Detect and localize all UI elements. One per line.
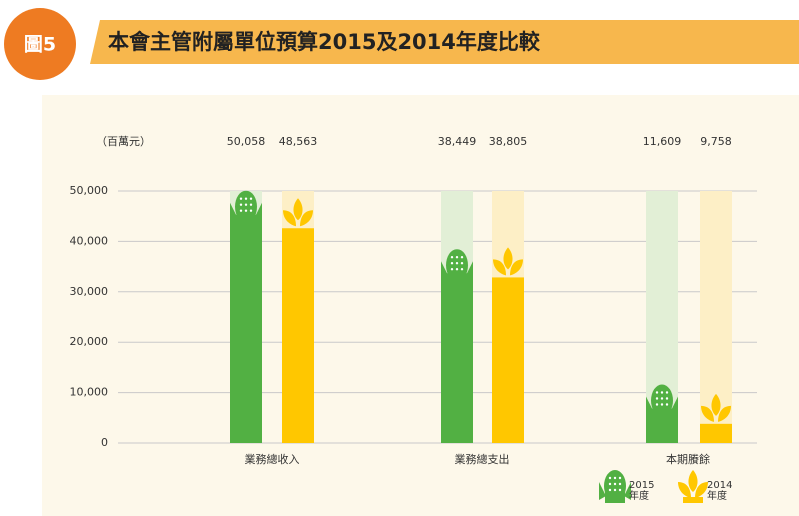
kernel bbox=[450, 256, 454, 259]
bar bbox=[700, 393, 732, 443]
leaf bbox=[701, 405, 714, 422]
legend-icon-body bbox=[605, 492, 625, 503]
y-tick-label: 30,000 bbox=[70, 285, 109, 298]
y-tick-label: 0 bbox=[101, 436, 108, 449]
kernel bbox=[660, 397, 664, 400]
bar bbox=[230, 190, 262, 443]
value-label: 50,058 bbox=[227, 135, 266, 148]
leaf bbox=[718, 405, 731, 422]
leaf bbox=[283, 210, 296, 227]
y-tick-label: 10,000 bbox=[70, 386, 109, 399]
x-tick-label: 業務總收入 bbox=[245, 452, 300, 466]
kernel bbox=[618, 482, 622, 486]
kernel bbox=[665, 403, 669, 406]
bar bbox=[441, 249, 473, 443]
unit-label: （百萬元） bbox=[96, 135, 151, 148]
kernel bbox=[455, 268, 459, 271]
badge-circle bbox=[4, 8, 76, 80]
kernel bbox=[655, 397, 659, 400]
leaf bbox=[503, 247, 513, 270]
kernel bbox=[249, 203, 253, 206]
kernel bbox=[244, 209, 248, 212]
legend-icon bbox=[678, 470, 708, 503]
kernel bbox=[450, 262, 454, 265]
bar-body bbox=[282, 228, 314, 443]
kernel bbox=[249, 209, 253, 212]
kernel bbox=[655, 403, 659, 406]
kernel bbox=[239, 203, 243, 206]
bar-body bbox=[441, 273, 473, 443]
kernel bbox=[665, 397, 669, 400]
leaf bbox=[510, 259, 523, 276]
kernel bbox=[608, 488, 612, 492]
leaf bbox=[678, 482, 691, 498]
leaf bbox=[493, 259, 506, 276]
kernel bbox=[618, 476, 622, 480]
badge: 圖5 bbox=[24, 34, 56, 56]
leaf bbox=[711, 393, 721, 416]
bar bbox=[492, 247, 524, 443]
kernel bbox=[249, 197, 253, 200]
bar-body bbox=[646, 408, 678, 443]
legend-icon bbox=[599, 470, 631, 503]
value-label: 11,609 bbox=[643, 135, 682, 148]
bar bbox=[282, 198, 314, 443]
kernel bbox=[239, 209, 243, 212]
leaf bbox=[293, 198, 303, 221]
x-tick-label: 業務總支出 bbox=[455, 452, 510, 466]
kernel bbox=[613, 488, 617, 492]
kernel bbox=[455, 256, 459, 259]
kernel bbox=[608, 476, 612, 480]
y-tick-label: 50,000 bbox=[70, 184, 109, 197]
kernel bbox=[613, 476, 617, 480]
bar bbox=[646, 384, 678, 443]
legend-label: 2014年度 bbox=[707, 480, 733, 502]
value-label: 38,449 bbox=[438, 135, 477, 148]
kernel bbox=[244, 203, 248, 206]
value-label: 48,563 bbox=[279, 135, 318, 148]
x-tick-label: 本期賸餘 bbox=[666, 452, 710, 466]
kernel bbox=[655, 391, 659, 394]
bar-body bbox=[700, 423, 732, 443]
leaf bbox=[695, 482, 708, 498]
legend-icon-body bbox=[683, 497, 703, 503]
kernel bbox=[665, 391, 669, 394]
kernel bbox=[613, 482, 617, 486]
kernel bbox=[244, 197, 248, 200]
kernel bbox=[660, 403, 664, 406]
kernel bbox=[608, 482, 612, 486]
title-banner bbox=[90, 20, 799, 64]
y-tick-label: 20,000 bbox=[70, 335, 109, 348]
kernel bbox=[618, 488, 622, 492]
value-label: 38,805 bbox=[489, 135, 528, 148]
kernel bbox=[460, 268, 464, 271]
kernel bbox=[239, 197, 243, 200]
kernel bbox=[660, 391, 664, 394]
y-tick-label: 40,000 bbox=[70, 234, 109, 247]
bar-body bbox=[492, 277, 524, 443]
kernel bbox=[460, 262, 464, 265]
kernel bbox=[455, 262, 459, 265]
leaf bbox=[300, 210, 313, 227]
value-label: 9,758 bbox=[700, 135, 732, 148]
legend-label: 2015年度 bbox=[629, 480, 655, 502]
chart-title: 本會主管附屬單位預算2015及2014年度比較 bbox=[108, 30, 541, 54]
kernel bbox=[460, 256, 464, 259]
kernel bbox=[450, 268, 454, 271]
bar-body bbox=[230, 214, 262, 443]
leaf bbox=[688, 470, 698, 492]
